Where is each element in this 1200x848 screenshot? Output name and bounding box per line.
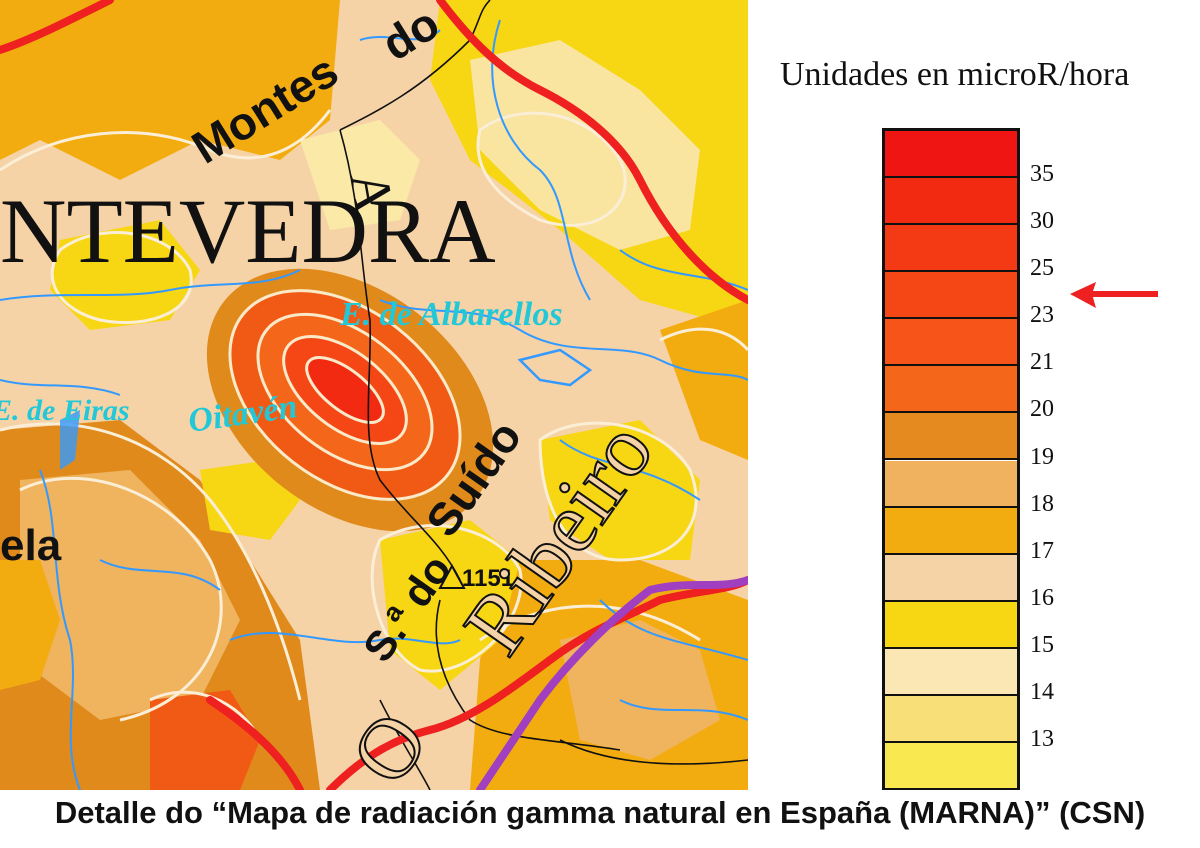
legend-tick-label: 16 — [1030, 584, 1054, 611]
legend-swatch — [885, 648, 1017, 696]
legend-swatch — [885, 272, 1017, 320]
legend-swatch — [885, 413, 1017, 461]
legend-swatch — [885, 178, 1017, 226]
legend-tick-label: 14 — [1030, 678, 1054, 705]
legend-swatch — [885, 319, 1017, 367]
legend-swatch — [885, 225, 1017, 273]
legend-tick-label: 30 — [1030, 208, 1054, 235]
arrow-left-icon — [1070, 282, 1158, 308]
province-label: NTEVEDRA — [0, 180, 496, 282]
legend-tick-label: 17 — [1030, 537, 1054, 564]
legend-tick-label: 35 — [1030, 161, 1054, 188]
legend-tick-label: 19 — [1030, 443, 1054, 470]
legend-color-scale — [882, 128, 1020, 790]
figure-caption: Detalle do “Mapa de radiación gamma natu… — [54, 795, 1146, 830]
legend-tick-label: 15 — [1030, 631, 1054, 658]
legend-swatch — [885, 554, 1017, 602]
reservoir-eiras-label: E. de Eiras — [0, 394, 130, 427]
radiation-map[interactable]: NTEVEDRA Montes do A E. de Albarellos E.… — [0, 0, 748, 790]
legend-swatch — [885, 507, 1017, 555]
legend-swatch — [885, 695, 1017, 743]
legend-tick-label: 20 — [1030, 396, 1054, 423]
legend-swatch — [885, 460, 1017, 508]
legend-swatch — [885, 742, 1017, 790]
legend-tick-label: 23 — [1030, 302, 1054, 329]
legend-tick-label: 13 — [1030, 725, 1054, 752]
elevation-label: 1151 — [462, 565, 514, 592]
peak-triangle-icon — [438, 563, 466, 589]
reservoir-albarellos-label: E. de Albarellos — [339, 296, 563, 333]
legend-title: Unidades en microR/hora — [780, 56, 1130, 93]
legend-swatch — [885, 601, 1017, 649]
city-fragment-label: ela — [0, 521, 62, 570]
legend-tick-label: 25 — [1030, 255, 1054, 282]
legend-tick-label: 18 — [1030, 490, 1054, 517]
legend-swatch — [885, 131, 1017, 179]
legend-swatch — [885, 366, 1017, 414]
legend-tick-label: 21 — [1030, 349, 1054, 376]
